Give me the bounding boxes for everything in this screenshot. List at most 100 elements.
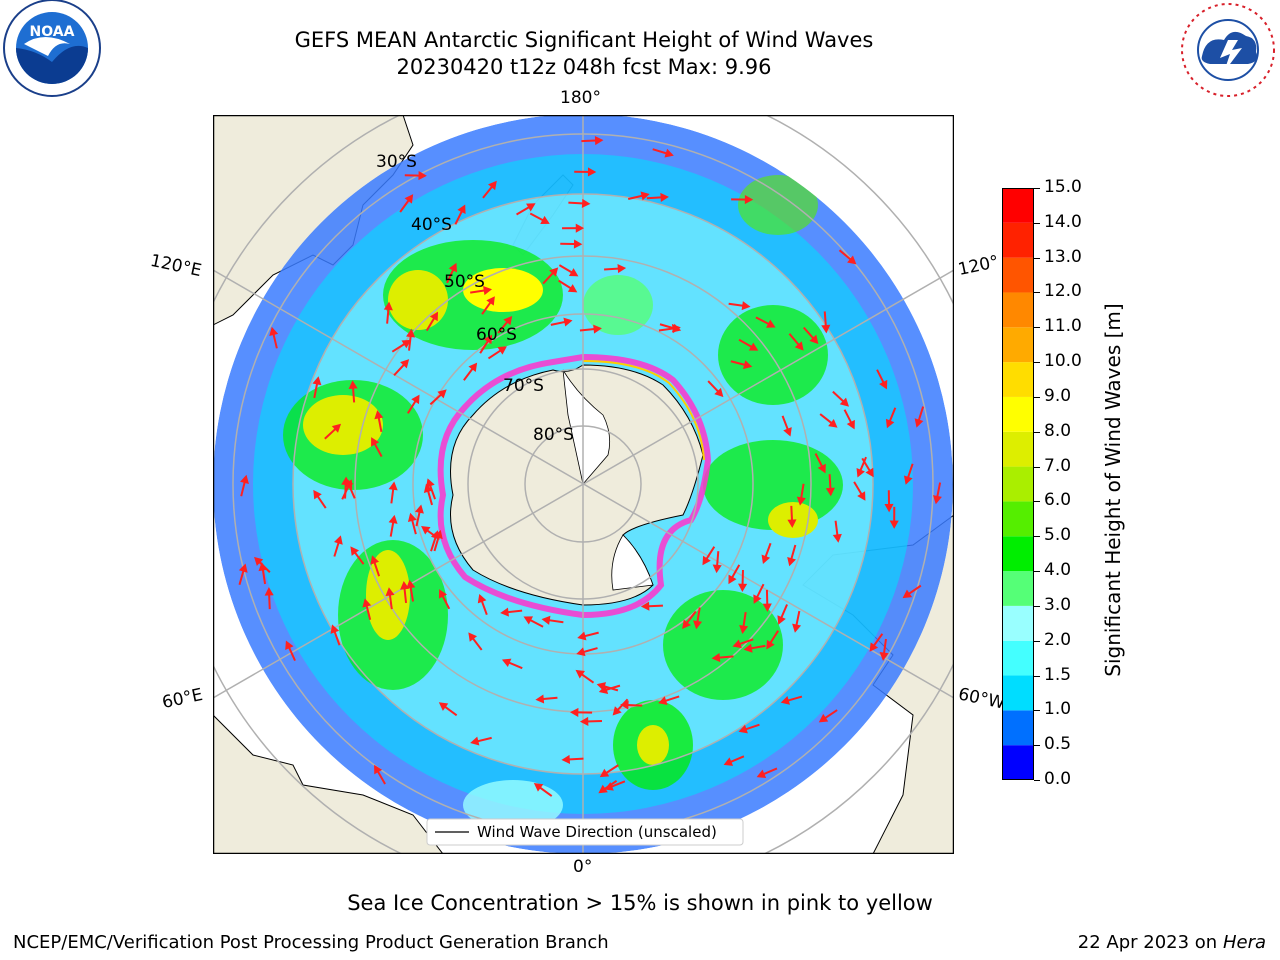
lat-label-70s: 70°S <box>503 376 544 396</box>
wind-wave-arrowhead <box>856 468 865 478</box>
wind-wave-arrowhead <box>388 481 398 491</box>
wind-wave-arrowhead <box>794 341 804 351</box>
wind-wave-arrowhead <box>385 587 395 597</box>
wind-wave-arrowhead <box>846 419 855 430</box>
wind-wave-arrowhead <box>658 696 668 705</box>
wind-wave-arrowhead <box>483 334 493 345</box>
wind-wave-arrowhead <box>370 555 380 565</box>
colorbar-tick-label: 15.0 <box>1044 177 1082 197</box>
colorbar-tick-label: 14.0 <box>1044 211 1082 232</box>
colorbar-segment <box>1002 536 1034 572</box>
wind-wave-arrowhead <box>407 512 417 523</box>
footer-left: NCEP/EMC/Verification Post Processing Pr… <box>13 932 609 953</box>
wind-wave-arrowhead <box>575 223 585 233</box>
colorbar-tick-mark <box>1034 222 1040 224</box>
lon-label-180: 180° <box>560 88 601 108</box>
wind-wave-arrowhead <box>575 669 585 679</box>
wind-wave-arrowhead <box>400 359 410 369</box>
antarctica-land <box>450 364 704 606</box>
colorbar-tick-label: 0.0 <box>1044 769 1072 789</box>
wind-wave-arrowhead <box>787 556 796 567</box>
colorbar-segment <box>1002 605 1034 641</box>
wind-wave-arrowhead <box>884 503 894 513</box>
sea-ice-edge <box>437 353 712 619</box>
wind-wave-arrowhead <box>889 520 899 529</box>
colorbar-tick-label: 0.5 <box>1044 734 1072 755</box>
sea-ice-caption: Sea Ice Concentration > 15% is shown in … <box>347 891 933 915</box>
wind-wave-arrowhead <box>362 598 372 608</box>
colorbar-tick-label: 10.0 <box>1044 351 1082 372</box>
wind-wave-arrowhead <box>777 615 786 625</box>
wind-wave-arrowhead <box>433 529 443 540</box>
wind-wave-arrowhead <box>847 255 857 265</box>
wind-wave-arrowhead <box>817 463 826 474</box>
wind-wave-arrowhead <box>579 716 589 727</box>
colorbar-tick-mark <box>1034 396 1040 398</box>
wind-wave-arrowhead <box>738 724 748 734</box>
wind-wave-arrowhead <box>526 203 536 212</box>
lon-label-60w: 60°W <box>956 684 1007 714</box>
colorbar-tick-label: 1.0 <box>1044 699 1072 720</box>
wind-wave-arrowhead <box>739 625 749 634</box>
wind-wave-arrowhead <box>577 631 587 641</box>
colorbar-frame <box>1002 188 1034 780</box>
wind-wave-arrowhead <box>682 619 691 629</box>
wind-wave-arrowhead <box>371 437 380 447</box>
wind-wave-arrowhead <box>264 587 274 596</box>
nws-logo <box>1176 0 1280 100</box>
colorbar-ticks: 15.0 14.0 13.0 12.0 11.0 10.0 9.0 8.0 7.0 6.0 5.0 4… <box>1034 177 1114 789</box>
lon-label-120w: 120° <box>956 251 1001 281</box>
wind-wave-arrowhead <box>839 397 850 407</box>
wind-wave-arrowhead <box>818 713 829 723</box>
colorbar-segment <box>1002 362 1034 397</box>
colorbar-segment <box>1002 327 1034 363</box>
wind-wave-arrowhead <box>468 362 478 373</box>
lat-label-60s: 60°S <box>476 325 517 345</box>
colorbar-segment <box>1002 257 1034 293</box>
lon-label-120e: 120°E <box>148 250 204 282</box>
lat-label-30s: 30°S <box>376 152 417 172</box>
wind-wave-arrowhead <box>594 135 604 146</box>
wind-wave-arrowhead <box>732 639 742 649</box>
wind-wave-arrowhead <box>821 324 831 334</box>
wind-wave-arrowhead <box>728 574 737 585</box>
wind-wave-arrowhead <box>269 326 279 336</box>
wind-wave-arrowhead <box>879 379 888 390</box>
colorbar-tick-label: 4.0 <box>1044 560 1072 581</box>
wind-wave-arrowhead <box>869 642 879 652</box>
wind-wave-arrowhead <box>523 616 534 625</box>
ross-ice-shelf <box>562 369 611 485</box>
wind-wave-arrowhead <box>330 624 340 634</box>
wind-wave-arrowhead <box>612 706 622 716</box>
colorbar-tick-label: 12.0 <box>1044 281 1082 302</box>
colorbar-tick-mark <box>1034 640 1040 642</box>
wind-wave-arrowhead <box>604 782 614 791</box>
wind-wave-arrowhead <box>780 695 790 705</box>
wind-wave-arrowhead <box>796 496 806 506</box>
colorbar-segment <box>1002 396 1034 432</box>
wind-wave-arrowhead <box>761 554 771 564</box>
wind-wave-arrowhead <box>438 702 449 711</box>
wind-wave-arrowhead <box>832 533 842 543</box>
wind-wave-arrowhead <box>787 519 797 528</box>
wind-wave-arrowhead <box>374 764 383 775</box>
colorbar-tick-mark <box>1034 188 1040 189</box>
wind-wave-arrowhead <box>573 239 583 249</box>
colorbar-segment <box>1002 710 1034 746</box>
wind-wave-arrowhead <box>468 632 478 642</box>
wind-wave-arrowhead <box>569 707 579 717</box>
wind-wave-arrowhead <box>640 601 650 611</box>
footer-right: 22 Apr 2023 on Hera <box>1078 932 1266 953</box>
colorbar-tick-mark <box>1034 605 1040 607</box>
colorbar-tick-label: 1.5 <box>1044 664 1072 685</box>
colorbar-segment <box>1002 466 1034 502</box>
wind-wave-arrowhead <box>748 342 759 351</box>
wind-wave-arrowhead <box>756 769 767 779</box>
wind-wave-arrowhead <box>902 589 913 599</box>
wind-wave-arrowhead <box>671 323 682 333</box>
wind-wave-arrowhead <box>712 564 722 574</box>
wind-wave-arrowhead <box>563 317 573 327</box>
wind-wave-arrowhead <box>598 685 609 694</box>
wind-wave-arrowhead <box>501 658 512 668</box>
wind-wave-arrowhead <box>549 267 559 277</box>
